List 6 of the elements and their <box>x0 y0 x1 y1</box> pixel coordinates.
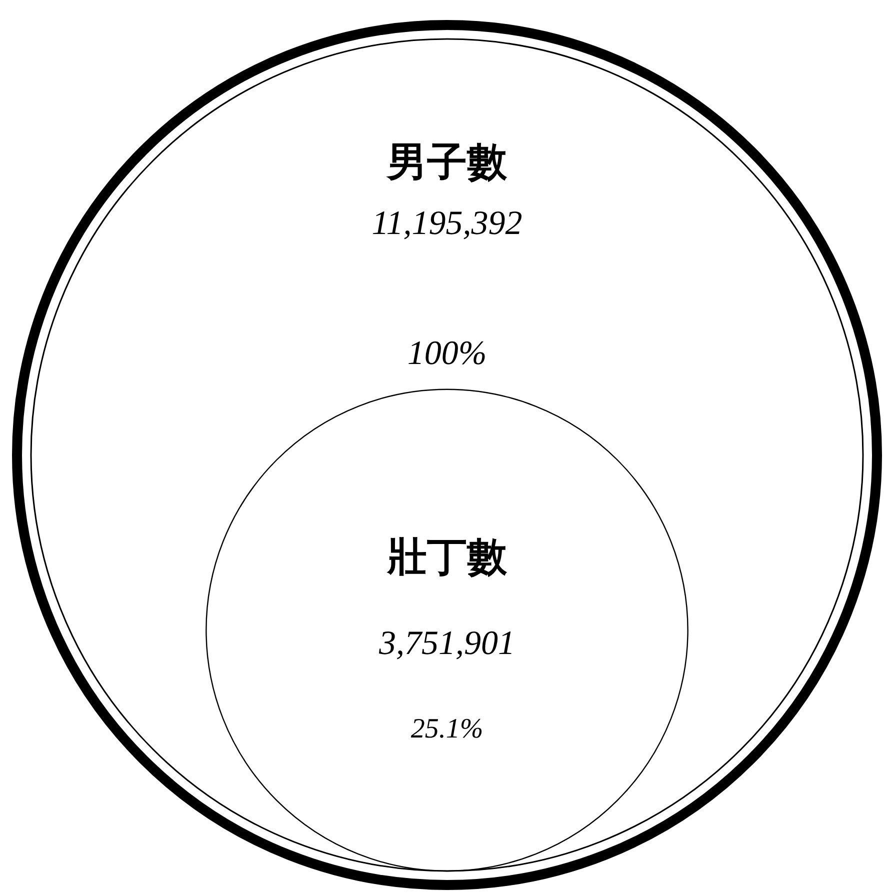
data-label: 3,751,901 <box>378 625 515 662</box>
category-label: 男子數 <box>386 138 508 186</box>
text: 100% <box>407 334 487 372</box>
category-label: 壯丁數 <box>386 534 508 581</box>
data-label: 11,195,392 <box>372 204 522 242</box>
text: 25.1% <box>410 714 484 745</box>
